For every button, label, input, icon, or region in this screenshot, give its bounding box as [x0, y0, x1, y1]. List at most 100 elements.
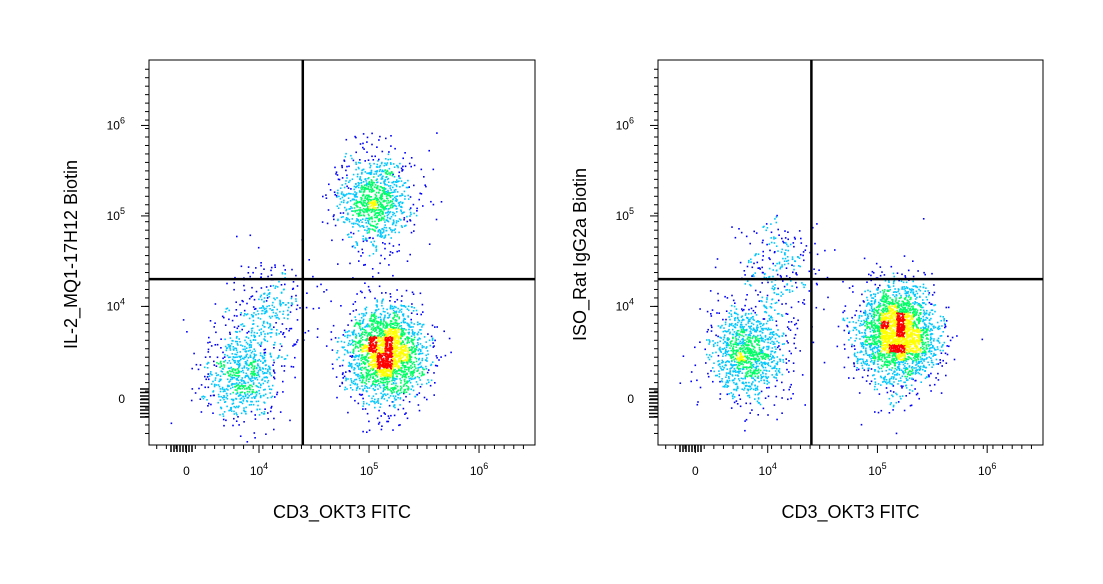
event-point: [384, 349, 387, 352]
event-point: [394, 359, 396, 361]
event-point: [733, 388, 736, 391]
event-point: [372, 347, 374, 350]
event-point: [407, 358, 409, 361]
event-point: [371, 187, 373, 190]
event-point: [363, 215, 366, 217]
event-point: [360, 349, 362, 351]
event-point: [393, 343, 396, 345]
event-point: [761, 349, 764, 352]
event-point: [213, 326, 215, 328]
event-point: [424, 184, 426, 186]
event-point: [200, 384, 203, 386]
event-point: [397, 364, 400, 367]
event-point: [403, 349, 405, 352]
event-point: [378, 158, 380, 161]
event-point: [406, 322, 408, 325]
event-point: [233, 376, 236, 379]
event-point: [372, 229, 375, 231]
event-point: [385, 341, 388, 344]
event-point: [364, 381, 366, 384]
event-point: [229, 344, 232, 347]
event-point: [425, 365, 427, 368]
event-point: [226, 394, 229, 397]
event-point: [402, 399, 405, 402]
event-point: [233, 326, 236, 328]
event-point: [383, 359, 385, 362]
event-point: [679, 382, 682, 384]
event-point: [365, 208, 367, 210]
event-point: [395, 224, 397, 227]
event-point: [382, 382, 385, 384]
event-point: [267, 368, 269, 371]
event-point: [235, 347, 237, 350]
event-point: [375, 216, 377, 219]
event-point: [283, 370, 286, 372]
event-point: [256, 408, 259, 411]
event-point: [386, 399, 388, 402]
event-point: [776, 334, 779, 336]
event-point: [412, 293, 415, 295]
event-point: [408, 337, 411, 339]
event-point: [252, 368, 255, 370]
event-point: [410, 346, 413, 348]
event-point: [366, 151, 368, 153]
event-point: [741, 338, 743, 341]
event-point: [769, 316, 772, 319]
event-point: [355, 337, 357, 339]
event-point: [384, 178, 386, 181]
event-point: [372, 318, 375, 321]
event-point: [401, 194, 404, 196]
event-point: [420, 329, 422, 331]
event-point: [249, 234, 252, 237]
event-point: [398, 250, 400, 252]
event-point: [263, 297, 266, 299]
event-point: [752, 345, 755, 348]
event-point: [740, 328, 743, 331]
x-axis: 0 104 105 106: [156, 445, 524, 478]
event-point: [385, 374, 388, 377]
event-point: [231, 378, 234, 380]
event-point: [236, 391, 239, 394]
event-point: [723, 334, 726, 336]
event-point: [351, 222, 353, 225]
event-point: [262, 305, 264, 308]
event-point: [254, 307, 257, 310]
event-point: [367, 185, 370, 188]
event-point: [255, 395, 257, 398]
event-point: [400, 304, 402, 307]
event-point: [392, 328, 394, 330]
event-point: [375, 348, 378, 351]
event-point: [245, 336, 248, 338]
event-point: [231, 353, 234, 355]
event-point: [392, 401, 395, 403]
event-point: [393, 176, 396, 178]
event-point: [378, 409, 380, 412]
event-point: [731, 366, 733, 368]
event-point: [759, 369, 762, 372]
event-point: [386, 184, 388, 186]
event-point: [371, 344, 373, 346]
event-point: [343, 329, 346, 332]
event-point: [407, 339, 409, 341]
event-point: [400, 335, 403, 338]
event-point: [386, 380, 388, 383]
event-point: [783, 343, 785, 345]
event-point: [243, 356, 246, 359]
event-point: [355, 192, 358, 194]
event-point: [403, 343, 405, 346]
event-point: [361, 348, 364, 350]
event-point: [389, 389, 391, 391]
event-point: [358, 393, 361, 396]
event-point: [741, 334, 743, 337]
event-point: [359, 176, 362, 178]
event-point: [391, 201, 393, 203]
event-point: [385, 292, 387, 294]
event-point: [257, 386, 260, 388]
event-point: [398, 203, 401, 206]
event-point: [254, 335, 256, 338]
event-point: [381, 323, 383, 325]
event-point: [393, 314, 396, 316]
event-point: [373, 225, 375, 227]
event-point: [405, 384, 408, 387]
event-point: [379, 363, 382, 365]
